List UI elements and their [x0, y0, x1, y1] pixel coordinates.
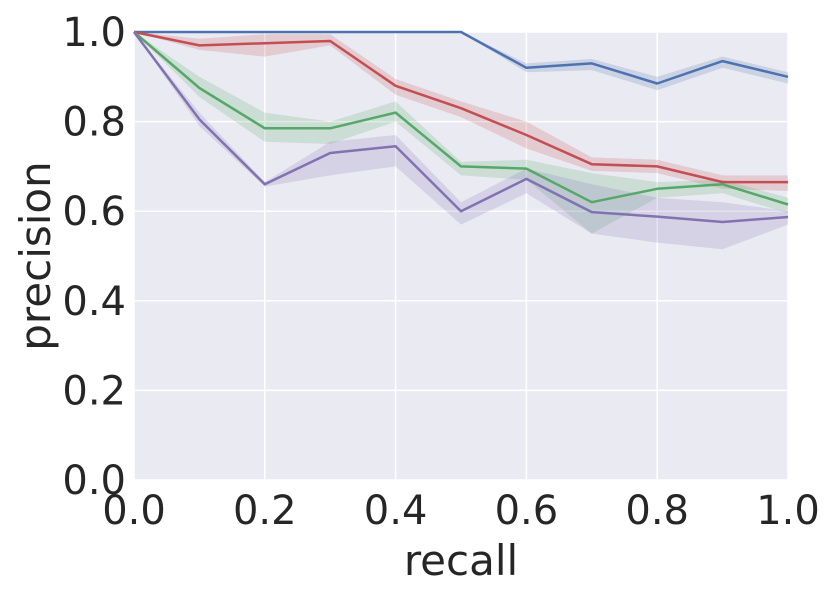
y-tick-label: 0.4 — [62, 279, 126, 325]
series-lines — [132, 30, 789, 224]
x-tick-labels: 0.0 0.2 0.4 0.6 0.8 1.0 — [102, 488, 820, 534]
series-2-line — [133, 30, 788, 184]
y-tick-label: 0.8 — [62, 100, 126, 146]
series-1-line — [134, 30, 789, 85]
series-3-band — [134, 32, 788, 234]
x-tick-label: 0.6 — [495, 488, 559, 534]
x-tick-label: 0.2 — [233, 488, 297, 534]
series-1-band — [134, 32, 788, 91]
series-3-line — [133, 31, 789, 206]
y-tick-label: 0.2 — [62, 368, 126, 414]
x-axis-label: recall — [404, 536, 518, 585]
y-tick-label: 1.0 — [62, 10, 126, 56]
plot-background — [134, 32, 788, 480]
series-4-line — [132, 31, 789, 224]
y-tick-labels: 0.0 0.2 0.4 0.6 0.8 1.0 — [62, 10, 126, 504]
x-tick-label: 0.8 — [625, 488, 689, 534]
x-tick-label: 1.0 — [756, 488, 820, 534]
y-axis-label: precision — [11, 161, 60, 350]
x-tick-label: 0.0 — [102, 488, 166, 534]
y-tick-label: 0.6 — [62, 189, 126, 235]
x-tick-label: 0.4 — [364, 488, 428, 534]
series-2-band — [134, 32, 788, 191]
y-tick-label: 0.0 — [62, 458, 126, 504]
